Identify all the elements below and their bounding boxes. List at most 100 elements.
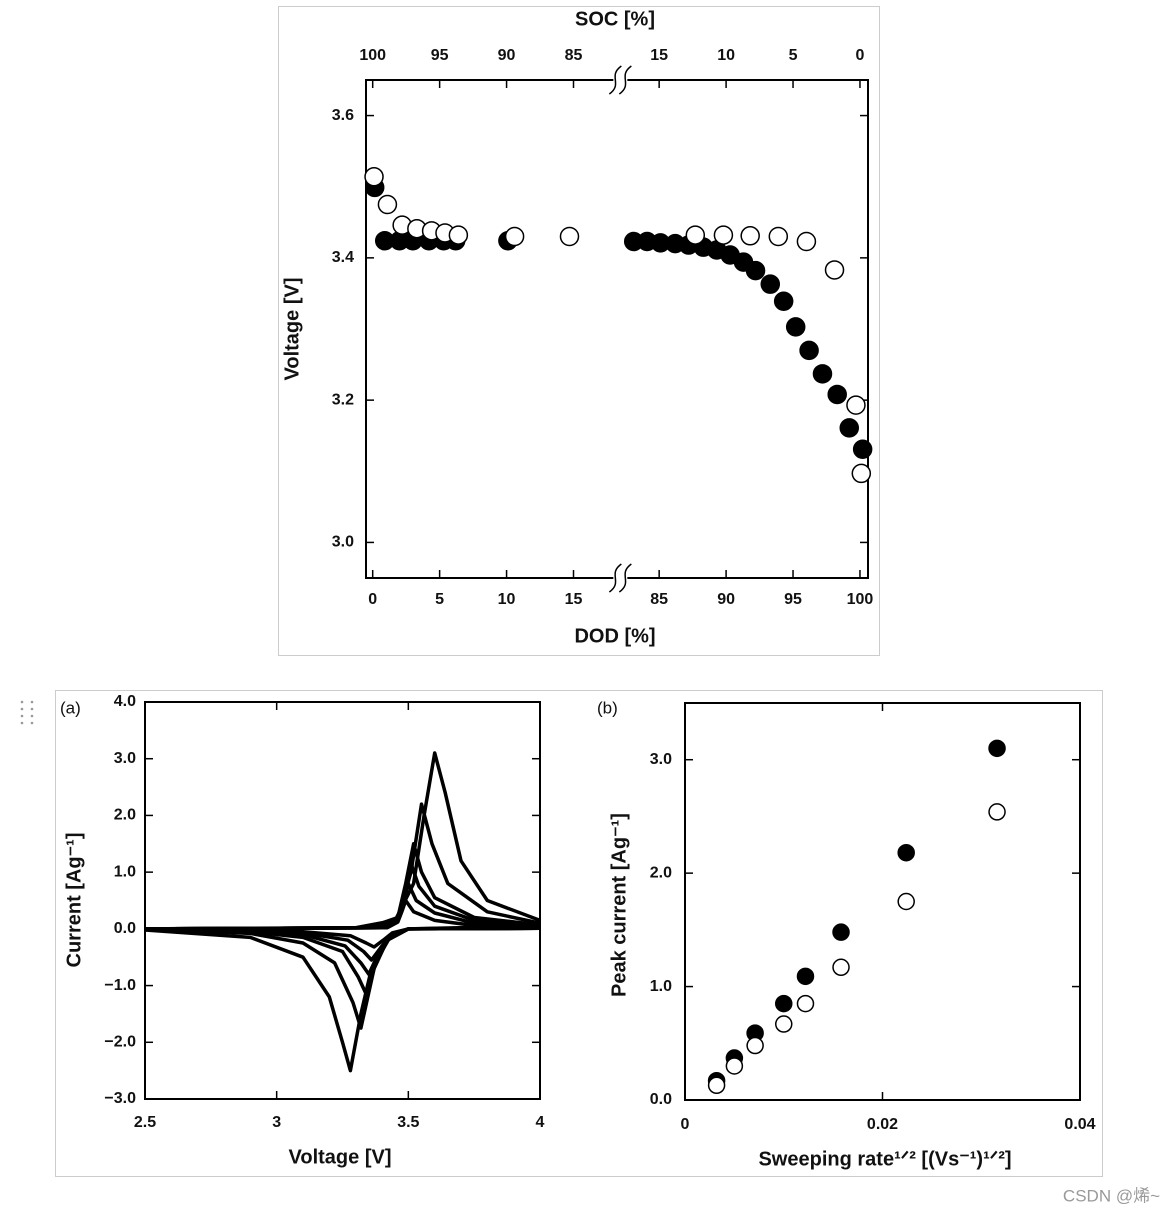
x-tick-label: 4 [536,1114,545,1131]
y-tick-label: 1.0 [114,863,136,880]
x-tick-label: 0.04 [1064,1116,1095,1133]
point [812,364,833,384]
point [685,225,706,245]
x-tick-label: 100 [847,591,874,608]
point [988,739,1006,758]
axis-break [608,563,622,593]
point [988,803,1006,821]
point [839,418,860,438]
x-tick-label: 85 [650,591,668,608]
x2-axis-label: SOC [%] [575,8,655,30]
cv-curve [145,751,540,1073]
point [897,892,915,911]
y-tick-label: 3.0 [332,534,354,551]
x-tick-label: 15 [565,591,583,608]
x-tick-label: 90 [717,591,735,608]
y-tick-label: 3.6 [332,107,354,124]
point [745,260,766,281]
axis-break [618,65,632,95]
plot-frame [144,701,541,1100]
point [740,226,760,246]
y-axis-label: Current [Ag⁻¹] [63,833,85,968]
y-tick-label: 3.0 [114,750,136,767]
point [559,226,580,247]
axis-break [618,563,632,593]
point [799,340,819,361]
point [832,958,850,977]
point [824,260,845,280]
panel-frame [278,6,880,656]
point [796,994,815,1013]
cv-curve [145,842,540,996]
y-tick-label: 2.0 [650,864,672,881]
y-tick-label: 3.4 [332,249,354,266]
x2-tick-label: 5 [789,47,798,64]
y-axis-label: Voltage [V] [281,278,303,381]
panel-frame [55,690,1103,1177]
axis-break [608,65,622,95]
point [746,1036,764,1055]
point [785,317,806,337]
x-tick-label: 3.5 [397,1114,419,1131]
point [713,225,734,245]
point [773,291,794,312]
y-tick-label: 1.0 [650,978,672,995]
cv-curve [145,802,540,1030]
x-axis-label: DOD [%] [574,625,655,647]
x2-tick-label: 0 [856,47,865,64]
point [707,1076,726,1095]
point [725,1057,744,1075]
point [775,994,793,1013]
y-tick-label: 2.0 [114,807,136,824]
x-tick-label: 95 [784,591,802,608]
drag-handle[interactable] [20,700,34,725]
y-tick-label: 0.0 [114,920,136,937]
point [852,439,873,459]
x-axis-label: Sweeping rate¹ᐟ² [(Vs⁻¹)¹ᐟ²] [758,1148,1011,1170]
point [851,463,872,484]
point [796,967,815,986]
point [448,225,469,245]
x-tick-label: 10 [498,591,516,608]
y-tick-label: −1.0 [104,977,136,994]
x2-tick-label: 15 [650,47,668,64]
point [364,167,384,187]
x-tick-label: 0.02 [867,1116,898,1133]
point [377,194,398,215]
x2-tick-label: 100 [359,47,386,64]
watermark: CSDN @烯~ [1063,1186,1160,1205]
point [897,843,915,862]
panel-label: (b) [597,698,618,717]
x2-tick-label: 90 [498,47,516,64]
x2-tick-label: 85 [565,47,583,64]
y-tick-label: −3.0 [104,1090,136,1107]
point [846,395,866,415]
x-tick-label: 0 [368,591,377,608]
x2-tick-label: 95 [431,47,449,64]
y-tick-label: 3.0 [650,751,672,768]
panel-label: (a) [60,698,81,717]
x2-tick-label: 10 [717,47,735,64]
y-tick-label: 4.0 [114,693,136,710]
axis-break-gap [613,564,628,592]
y-tick-label: −2.0 [104,1034,136,1051]
x-tick-label: 2.5 [134,1114,156,1131]
y-tick-label: 0.0 [650,1091,672,1108]
point [760,274,781,294]
x-axis-label: Voltage [V] [289,1146,392,1168]
y-tick-label: 3.2 [332,391,354,408]
point [832,923,850,941]
point [775,1015,793,1033]
plot-frame [684,702,1081,1101]
y-axis-label: Peak current [Ag⁻¹] [608,813,630,997]
point [768,226,789,247]
cv-curve [145,898,540,949]
x-tick-label: 3 [272,1114,281,1131]
x-tick-label: 5 [435,591,444,608]
axis-break-gap [613,66,628,94]
point [827,384,847,405]
point [796,231,817,252]
x-tick-label: 0 [681,1116,690,1133]
point [504,226,525,247]
